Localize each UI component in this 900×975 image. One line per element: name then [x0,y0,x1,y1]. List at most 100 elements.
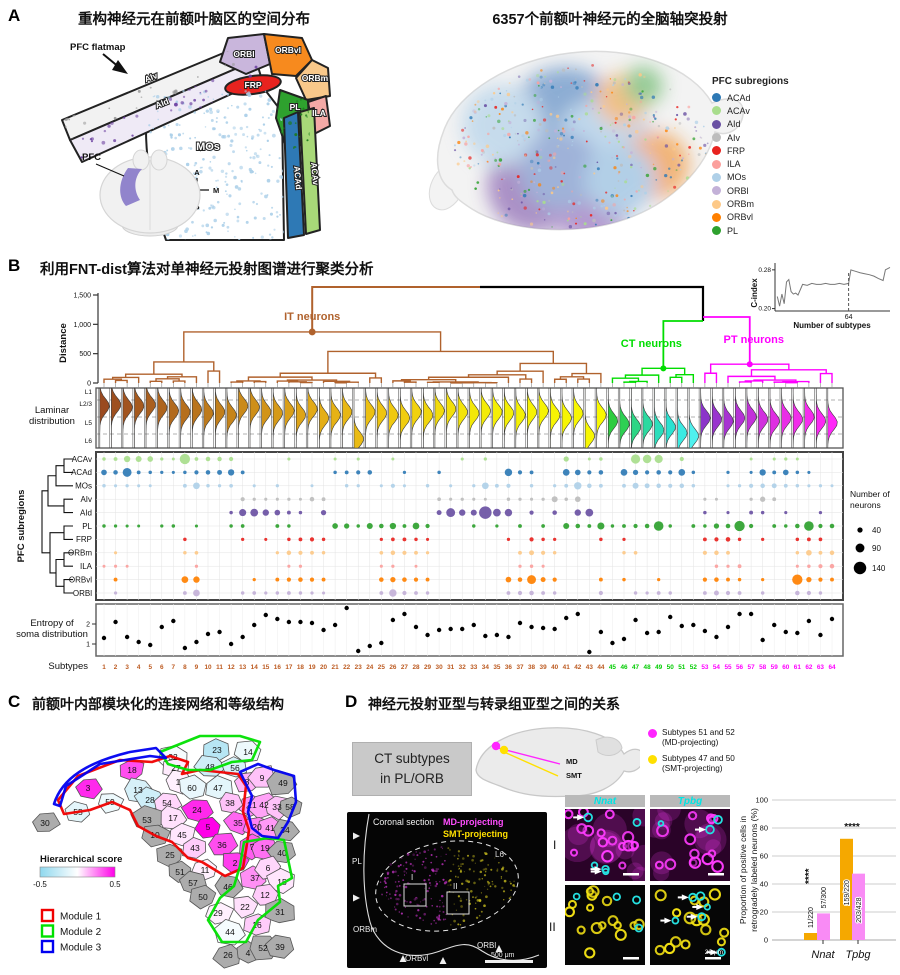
legend-item-FRP: FRP [712,144,789,157]
ish-scalebar-label: 20 μm [705,949,723,956]
legend-item-label: MOs [727,172,746,183]
colorbar-min: -0.5 [33,880,47,889]
projection-legend-item-2: Subtypes 47 and 50 (SMT-projecting) [648,754,735,775]
coronal-section-image: Coronal section MD-projecting SMT-projecti… [347,812,547,968]
dot-row-label: ILA [80,562,93,571]
flatmap-cell-number: 4 [246,948,251,958]
flatmap-cell-number: 49 [278,778,288,788]
smt-injection-dot [499,745,509,755]
panel-a-graphics: AIv AId ORBl ORBvl FRP ORBm PL ILA MOs ACAd ACAv PF… [61,33,744,241]
module-outline-3 [52,746,298,840]
flatmap-cell-number: 1 [176,777,181,787]
layer-label: L2/3 [79,401,92,408]
subtype-number: 53 [701,664,709,671]
panel-d-label: D [345,692,358,711]
flatmap-cell-number: 24 [192,805,202,815]
flatmap-region-label: PL [290,102,301,112]
flatmap-cell-number: 21 [247,800,257,810]
flatmap-cell-number: 31 [275,907,285,917]
arrowhead-icon [399,955,407,962]
pfc-inset-brain: PFC [82,149,201,237]
subtype-number: 30 [436,664,444,671]
flatmap-region-label: MOs [196,141,220,153]
flatmap-cell-number: 53 [142,815,152,825]
flatmap-cell-number: 33 [272,802,282,812]
flatmap-cell-number: 26 [223,950,233,960]
legend-item-ACAv: ACAv [712,104,789,117]
bar-ytick: 80 [760,824,768,833]
flatmap-cell-number: 39 [275,942,285,952]
laminar-label: Laminar [35,405,69,416]
legend-item-ORBl: ORBl [712,184,789,197]
flatmap-region-label: ACAv [309,162,321,186]
panel-b-graphics: Distance 0 500 1,000 1,500 IT neurons CT neuro… [16,263,891,672]
flatmap-cell-number: 15 [277,877,287,887]
legend-line2: (SMT-projecting) [662,763,723,773]
pl-label: PL [352,857,362,866]
legend-item-label: FRP [727,145,745,156]
bar-count-label: 11/220 [808,907,815,928]
bar-count-label: 203/428 [856,897,863,922]
legend-item-label: ACAv [727,105,750,116]
subtype-number: 39 [540,664,548,671]
projection-brain-schematic: MD SMT [475,727,640,798]
subtype-number: 64 [828,664,836,671]
bar-Nnat-1 [817,913,830,940]
flatmap-cell-31 [265,897,295,924]
flatmap-cell-number: 43 [190,843,200,853]
subtype-number: 24 [366,664,374,671]
orbvl-label: ORBvl [405,954,428,963]
arrowhead-icon [353,894,360,902]
subtype-number: 45 [609,664,617,671]
arrowhead-icon [439,957,447,964]
flatmap-cell-number: 14 [243,747,253,757]
flatmap-cell-number: 25 [165,850,175,860]
flatmap-region-label: ACAd [292,166,304,190]
subtype-number: 46 [620,664,628,671]
flatmap-region-label: ILA [312,108,326,118]
bar-ytick: 0 [764,936,768,945]
dot-row-label: AId [80,508,92,517]
arrowhead-icon [495,945,503,952]
gene-header-label: Tpbg [678,796,702,807]
subtype-number: 21 [332,664,340,671]
subtype-number: 12 [228,664,236,671]
subtype-number: 50 [667,664,675,671]
legend-item-AIv: AIv [712,131,789,144]
subtype-number: 2 [114,664,118,671]
subtype-number: 58 [759,664,767,671]
flatmap-cell-number: 41 [265,823,275,833]
svg-text:0.20: 0.20 [758,306,771,313]
flatmap-cell-number: 28 [145,795,155,805]
subtype-number: 14 [251,664,259,671]
legend-dot-icon [712,93,721,103]
dot-row-label: ACAv [72,455,92,464]
subtype-number: 52 [690,664,698,671]
subtype-number: 38 [528,664,536,671]
flatmap-cell-number: 22 [240,902,250,912]
flatmap-cell-number: 54 [162,798,172,808]
ish-panel [650,809,730,881]
flatmap-cell-3 [75,778,103,800]
subtype-number: 15 [262,664,270,671]
flatmap-cell-number: 12 [260,890,270,900]
subtype-number: 37 [516,664,524,671]
flatmap-region-label: ORBl [233,49,254,59]
pfc-subregions-legend: PFC subregions ACAd ACAv AId AIv FRP ILA MOs OR… [712,76,789,237]
axon-projection-cloud [462,66,689,230]
dot-row-label: PL [82,522,92,531]
pt-neurons-label: PT neurons [723,334,784,346]
flatmap-cell-number: 48 [205,762,215,772]
flatmap-cell-number: 45 [177,830,187,840]
sagittal-brain-outline [475,727,640,798]
flatmap-cell-16 [243,913,272,936]
subregion-dot-plot: ACAv ACAd MOs AIv AId PL FRP ORBm ILA ORBvl ORBl [68,451,844,601]
flatmap-cell-30 [32,812,61,832]
gene-header-label: Nnat [594,796,617,807]
module-legend-swatch [40,908,55,923]
pfc-subregions-legend-items: ACAd ACAv AId AIv FRP ILA MOs ORBl ORBm ORBvl PL [712,91,789,237]
subtype-number: 5 [148,664,152,671]
panel-a-title-right: 6357个前额叶神经元的全脑轴突投射 [492,12,728,28]
